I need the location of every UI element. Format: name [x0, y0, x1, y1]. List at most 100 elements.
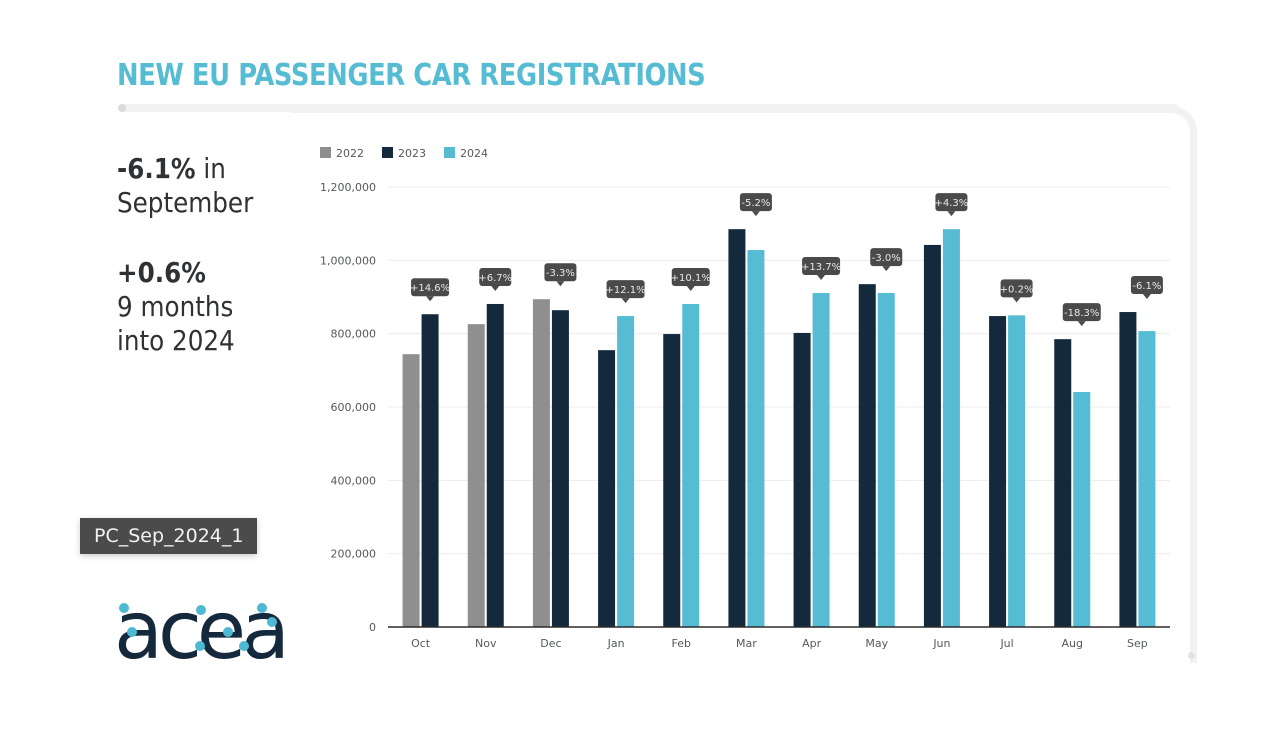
y-tick-label: 1,200,000 — [320, 181, 376, 194]
x-tick-label: Mar — [736, 637, 757, 650]
logo-accent-dot — [257, 603, 267, 613]
legend-swatch-2023 — [382, 147, 393, 158]
change-label-box — [606, 280, 645, 299]
logo-accent-dot — [267, 617, 277, 627]
legend-label-2024: 2024 — [460, 147, 488, 160]
change-label-box — [671, 267, 710, 286]
x-tick-label: Sep — [1127, 637, 1148, 650]
change-label: +6.7% — [478, 273, 512, 284]
change-label-box — [411, 278, 450, 297]
change-label-box — [1062, 303, 1101, 322]
change-label-box — [1000, 279, 1033, 298]
bar-oct-2023 — [421, 314, 439, 627]
y-tick-label: 1,000,000 — [320, 254, 376, 267]
change-label-box — [544, 263, 577, 282]
bar-jul-2024 — [1008, 315, 1026, 627]
y-tick-label: 800,000 — [331, 328, 377, 341]
bar-jan-2024 — [617, 316, 635, 627]
logo-accent-dot — [195, 641, 205, 651]
slide-id-tag: PC_Sep_2024_1 — [80, 518, 258, 554]
bar-jun-2023 — [923, 244, 941, 627]
bar-oct-2022 — [402, 354, 420, 627]
x-tick-label: Feb — [672, 637, 691, 650]
bar-nov-2022 — [467, 324, 485, 627]
change-label-pointer — [556, 281, 565, 287]
registrations-bar-chart: 0 200,000 400,000 600,000 800,000 1,000,000 1,… — [320, 147, 1170, 650]
y-tick-label: 200,000 — [331, 548, 377, 561]
bar-mar-2023 — [728, 229, 746, 627]
change-label-box — [1130, 276, 1163, 295]
x-tick-label: Jun — [932, 637, 950, 650]
logo-accent-dot — [223, 627, 233, 637]
change-label-box — [479, 267, 512, 286]
change-label-pointer — [817, 274, 826, 280]
acea-logo: acea — [114, 588, 292, 668]
bar-nov-2023 — [486, 303, 504, 627]
change-label: +12.1% — [606, 285, 646, 296]
change-label-pointer — [947, 211, 956, 217]
x-tick-label: Oct — [411, 637, 431, 650]
x-tick-label: Jan — [607, 637, 625, 650]
change-label: -5.2% — [741, 198, 770, 209]
y-tick-label: 600,000 — [331, 401, 377, 414]
change-label: +13.7% — [801, 262, 841, 273]
y-tick-label: 0 — [369, 621, 376, 634]
bar-sep-2023 — [1119, 312, 1137, 627]
change-label-pointer — [751, 211, 760, 217]
bar-apr-2023 — [793, 332, 811, 627]
legend-label-2023: 2023 — [398, 147, 426, 160]
page-title: NEW EU PASSENGER CAR REGISTRATIONS — [117, 58, 706, 93]
logo-accent-dot — [127, 627, 137, 637]
logo-accent-dot — [239, 641, 249, 651]
legend-swatch-2024 — [444, 147, 455, 158]
kpi-ytd-label-line2: into 2024 — [117, 324, 235, 357]
bar-apr-2024 — [812, 292, 830, 627]
change-label: -3.0% — [872, 253, 901, 264]
x-tick-label: May — [865, 637, 888, 650]
logo-accent-dot — [119, 603, 129, 613]
bar-jan-2023 — [598, 350, 616, 627]
bar-aug-2024 — [1073, 391, 1091, 627]
title-divider-dot — [118, 104, 126, 112]
bar-feb-2024 — [682, 303, 700, 627]
bar-dec-2022 — [532, 299, 550, 627]
change-label-pointer — [1077, 321, 1086, 327]
legend-swatch-2022 — [320, 147, 331, 158]
change-label-box — [870, 248, 903, 267]
bar-sep-2024 — [1138, 331, 1156, 627]
bar-may-2024 — [877, 292, 895, 627]
change-label-box — [802, 256, 841, 275]
change-label: +10.1% — [671, 273, 711, 284]
change-label: -3.3% — [546, 268, 575, 279]
bar-aug-2023 — [1054, 339, 1072, 627]
change-label-pointer — [686, 285, 695, 291]
x-tick-label: Jul — [999, 637, 1013, 650]
x-tick-label: Nov — [475, 637, 497, 650]
kpi-september: -6.1% in September — [117, 152, 253, 220]
kpi-september-label: September — [117, 186, 254, 219]
change-label: +4.3% — [935, 198, 969, 209]
change-label-box — [935, 193, 968, 212]
logo-accent-dot — [196, 605, 206, 615]
bar-mar-2024 — [747, 250, 765, 628]
kpi-september-value: -6.1% — [117, 152, 196, 185]
bar-jun-2024 — [942, 229, 960, 627]
legend-label-2022: 2022 — [336, 147, 364, 160]
change-label: +0.2% — [1000, 284, 1034, 295]
change-label-pointer — [1012, 297, 1021, 303]
bar-may-2023 — [858, 284, 876, 627]
kpi-ytd-label-line1: 9 months — [117, 290, 234, 323]
acea-logo-text: acea — [114, 588, 292, 668]
bar-feb-2023 — [663, 334, 681, 627]
change-label-pointer — [621, 298, 630, 304]
x-tick-label: Aug — [1062, 637, 1083, 650]
kpi-ytd-value: +0.6% — [117, 256, 206, 289]
y-tick-label: 400,000 — [331, 474, 377, 487]
x-tick-label: Apr — [802, 637, 822, 650]
bar-jul-2023 — [989, 316, 1007, 627]
bar-dec-2023 — [551, 310, 569, 627]
scroll-handle[interactable] — [1188, 652, 1195, 659]
change-label-pointer — [426, 296, 435, 302]
kpi-ytd: +0.6% 9 months into 2024 — [117, 256, 235, 358]
kpi-september-suffix: in — [195, 152, 226, 185]
